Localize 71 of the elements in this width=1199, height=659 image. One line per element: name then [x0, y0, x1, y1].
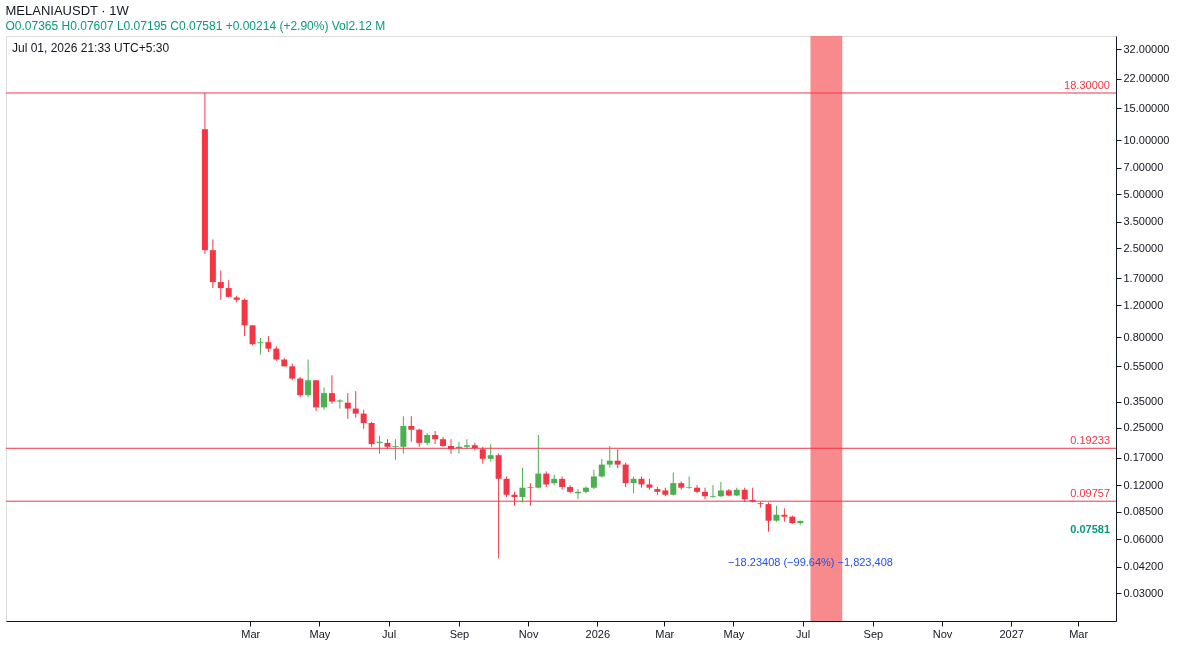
chart-subtitle: O0.07365 H0.07607 L0.07195 C0.07581 +0.00214 (+2.90%) Vol2.12 M: [5, 19, 386, 33]
x-tick-label: Mar: [1069, 627, 1089, 640]
y-tick-label: 2.50000: [1123, 241, 1164, 254]
candlestick: [519, 467, 526, 503]
y-tick-label: 15.00000: [1123, 102, 1170, 114]
candlestick: [503, 475, 510, 498]
y-tick-label: 0.12000: [1123, 478, 1164, 491]
candlestick: [535, 434, 542, 489]
y-tick-label: 0.35000: [1123, 395, 1164, 408]
x-tick-label: Sep: [863, 627, 884, 640]
candlestick: [709, 484, 716, 499]
candlestick: [781, 507, 788, 523]
candlestick: [717, 481, 724, 498]
x-tick-label: Mar: [655, 627, 675, 640]
x-tick-label: Nov: [518, 627, 539, 640]
candlestick: [297, 376, 304, 398]
annotation: −18.23408 (−99.64%) −1,823,408: [728, 555, 893, 568]
y-tick-label: 0.03000: [1123, 586, 1164, 599]
candlestick: [590, 469, 597, 490]
candlestick: [392, 438, 399, 461]
x-tick-label: May: [309, 627, 331, 640]
y-tick-label: 10.00000: [1123, 133, 1170, 146]
x-tick-label: Sep: [449, 627, 470, 640]
y-tick-label: 0.25000: [1123, 421, 1164, 434]
x-tick-label: May: [723, 627, 745, 640]
y-tick-label: 0.06000: [1123, 532, 1164, 545]
annotation: Jul 01, 2026 21:33 UTC+5:30: [12, 41, 170, 55]
x-tick-label: Nov: [932, 627, 953, 640]
y-tick-label: 1.70000: [1123, 271, 1164, 284]
y-tick-label: 0.17000: [1123, 451, 1164, 464]
ref-line-label: 18.30000: [1064, 78, 1110, 91]
ref-line-label: 0.09757: [1070, 487, 1110, 500]
candlestick: [400, 415, 407, 454]
candlestick: [622, 462, 629, 488]
x-tick-label: Mar: [241, 627, 261, 640]
candlestick: [305, 359, 312, 398]
y-tick-label: 0.04200: [1123, 560, 1164, 573]
candlestick: [463, 438, 470, 450]
y-tick-label: 7.00000: [1123, 161, 1164, 174]
candlestick: [559, 475, 566, 491]
candlestick: [344, 392, 351, 420]
x-tick-label: 2026: [585, 627, 611, 640]
y-tick-label: 0.08500: [1123, 505, 1164, 518]
candlestick: [694, 484, 701, 494]
candlestick: [328, 374, 335, 405]
candlestick: [257, 337, 264, 356]
candlestick: [352, 390, 359, 419]
y-tick-label: 0.55000: [1123, 359, 1164, 372]
x-tick-label: Jul: [382, 627, 397, 640]
y-tick-label: 5.00000: [1123, 187, 1164, 200]
candlestick: [336, 398, 343, 410]
y-tick-label: 1.20000: [1123, 298, 1164, 311]
candlestick: [702, 487, 709, 500]
candlestick: [217, 269, 224, 301]
chart-title: MELANIAUSDT · 1W: [5, 3, 130, 18]
y-tick-label: 0.80000: [1123, 330, 1164, 343]
y-tick-label: 3.50000: [1123, 215, 1164, 228]
candlestick: [360, 409, 367, 430]
y-tick-label: 22.00000: [1123, 72, 1170, 85]
x-tick-label: Jul: [796, 627, 811, 640]
candlestick: [598, 458, 605, 479]
candlestick: [320, 386, 327, 411]
candlestick: [686, 475, 693, 490]
candlestick: [606, 445, 613, 469]
candlestick: [432, 430, 439, 445]
x-tick-label: 2027: [999, 627, 1024, 640]
candlestick: [408, 415, 415, 443]
y-tick-label: 32.00000: [1123, 42, 1170, 55]
ref-line-label: 0.19233: [1070, 434, 1110, 447]
annotation: 0.07581: [1070, 522, 1110, 535]
candlestick: [249, 324, 256, 346]
